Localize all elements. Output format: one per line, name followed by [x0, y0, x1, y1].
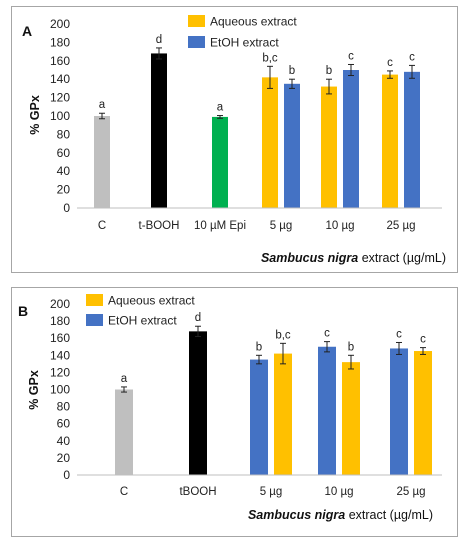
y-tick-label: 180: [50, 314, 70, 328]
x-category-label: tBOOH: [179, 486, 216, 498]
legend-swatch: [86, 294, 103, 306]
y-tick-label: 140: [50, 348, 70, 362]
significance-label: a: [99, 99, 106, 111]
x-category-label: 25 µg: [396, 486, 425, 498]
panel-b-xlabel-unit: extract (µg/mL): [345, 508, 433, 522]
panel-b-legend: Aqueous extract EtOH extract: [86, 294, 195, 328]
y-tick-label: 80: [57, 127, 71, 141]
y-tick-label: 60: [57, 146, 71, 160]
significance-label: b: [326, 65, 332, 77]
y-tick-label: 80: [57, 400, 71, 414]
x-category-label: 25 µg: [386, 220, 415, 232]
bar: [284, 83, 300, 208]
panel-b-xlabel-species: Sambucus nigra: [248, 508, 345, 522]
panel-a-y-axis: 0 20 40 60 80 100 120 140 160 180 200: [50, 17, 70, 215]
x-category-label: 5 µg: [260, 486, 283, 498]
significance-label: b: [289, 65, 295, 77]
y-tick-label: 120: [50, 91, 70, 105]
panel-a-xlabel: Sambucus nigra extract (µg/mL): [261, 251, 446, 265]
significance-label: a: [121, 373, 128, 385]
bar: [390, 348, 408, 475]
y-tick-label: 200: [50, 17, 70, 31]
bar: [321, 86, 337, 208]
x-category-label: 5 µg: [270, 220, 293, 232]
legend-swatch: [188, 15, 205, 27]
x-category-label: 10 µM Epi: [194, 220, 246, 232]
significance-label: a: [217, 102, 224, 114]
panel-a-letter: A: [22, 23, 32, 39]
significance-label: d: [156, 34, 162, 46]
bar: [382, 74, 398, 208]
significance-label: c: [324, 328, 330, 340]
y-tick-label: 20: [57, 451, 71, 465]
significance-label: b,c: [275, 329, 291, 341]
bar: [94, 116, 110, 208]
bar: [250, 359, 268, 475]
panel-b-letter: B: [18, 303, 28, 319]
x-category-label: C: [120, 486, 128, 498]
bar: [343, 70, 359, 208]
y-tick-label: 100: [50, 383, 70, 397]
legend-label: Aqueous extract: [108, 294, 195, 308]
panel-b-y-axis: 0 20 40 60 80 100 120 140 160 180 200: [50, 297, 70, 482]
legend-label: Aqueous extract: [210, 15, 297, 29]
bar: [342, 362, 360, 475]
y-tick-label: 40: [57, 434, 71, 448]
y-tick-label: 160: [50, 54, 70, 68]
panel-a-xlabel-species: Sambucus nigra: [261, 251, 358, 265]
x-category-label: t-BOOH: [139, 220, 180, 232]
legend-label: EtOH extract: [210, 36, 279, 50]
panel-b-xlabel: Sambucus nigra extract (µg/mL): [248, 508, 433, 522]
bar: [404, 71, 420, 208]
legend-swatch: [86, 314, 103, 326]
y-tick-label: 140: [50, 72, 70, 86]
legend-swatch: [188, 36, 205, 48]
bar: [414, 351, 432, 475]
y-tick-label: 60: [57, 417, 71, 431]
significance-label: d: [195, 312, 201, 324]
x-category-label: C: [98, 220, 106, 232]
panel-b-frame: [11, 287, 458, 537]
bar: [189, 331, 207, 475]
bar: [151, 53, 167, 208]
panel-b-ylabel: % GPx: [27, 370, 41, 410]
y-tick-label: 100: [50, 109, 70, 123]
y-tick-label: 40: [57, 164, 71, 178]
significance-label: b: [348, 341, 354, 353]
y-tick-label: 20: [57, 183, 71, 197]
bar: [115, 389, 133, 475]
significance-label: c: [409, 51, 415, 63]
x-category-label: 10 µg: [324, 486, 353, 498]
significance-label: b: [256, 341, 262, 353]
significance-label: c: [396, 328, 402, 340]
x-category-label: 10 µg: [325, 220, 354, 232]
panel-a-ylabel: % GPx: [28, 95, 42, 135]
y-tick-label: 160: [50, 331, 70, 345]
significance-label: c: [387, 57, 393, 69]
y-tick-label: 120: [50, 365, 70, 379]
significance-label: b,c: [262, 52, 278, 64]
significance-label: c: [420, 334, 426, 346]
bar: [318, 346, 336, 475]
y-tick-label: 200: [50, 297, 70, 311]
y-tick-label: 0: [63, 201, 70, 215]
panel-a-legend: Aqueous extract EtOH extract: [188, 15, 297, 50]
panel-a-bars: a Cd t-BOOH a 10 µM Epi b,c b 5 µg b c 10 µg c c 25 µ…: [94, 34, 420, 232]
y-tick-label: 180: [50, 35, 70, 49]
significance-label: c: [348, 50, 354, 62]
bar: [212, 116, 228, 208]
panel-a: A % GPx 0 20 40 60 80 100 120 140 160 180 200 a Cd t…: [11, 6, 458, 273]
legend-label: EtOH extract: [108, 314, 177, 328]
panel-a-xlabel-unit: extract (µg/mL): [358, 251, 446, 265]
y-tick-label: 0: [63, 468, 70, 482]
bar: [274, 353, 292, 475]
panel-b: B % GPx 0 20 40 60 80 100 120 140 160 180 200 a Cd t…: [11, 287, 458, 537]
bar: [262, 77, 278, 208]
panel-b-bars: a Cd tBOOH b b,c 5 µg c b 10 µg c c 25 µg: [115, 312, 432, 498]
